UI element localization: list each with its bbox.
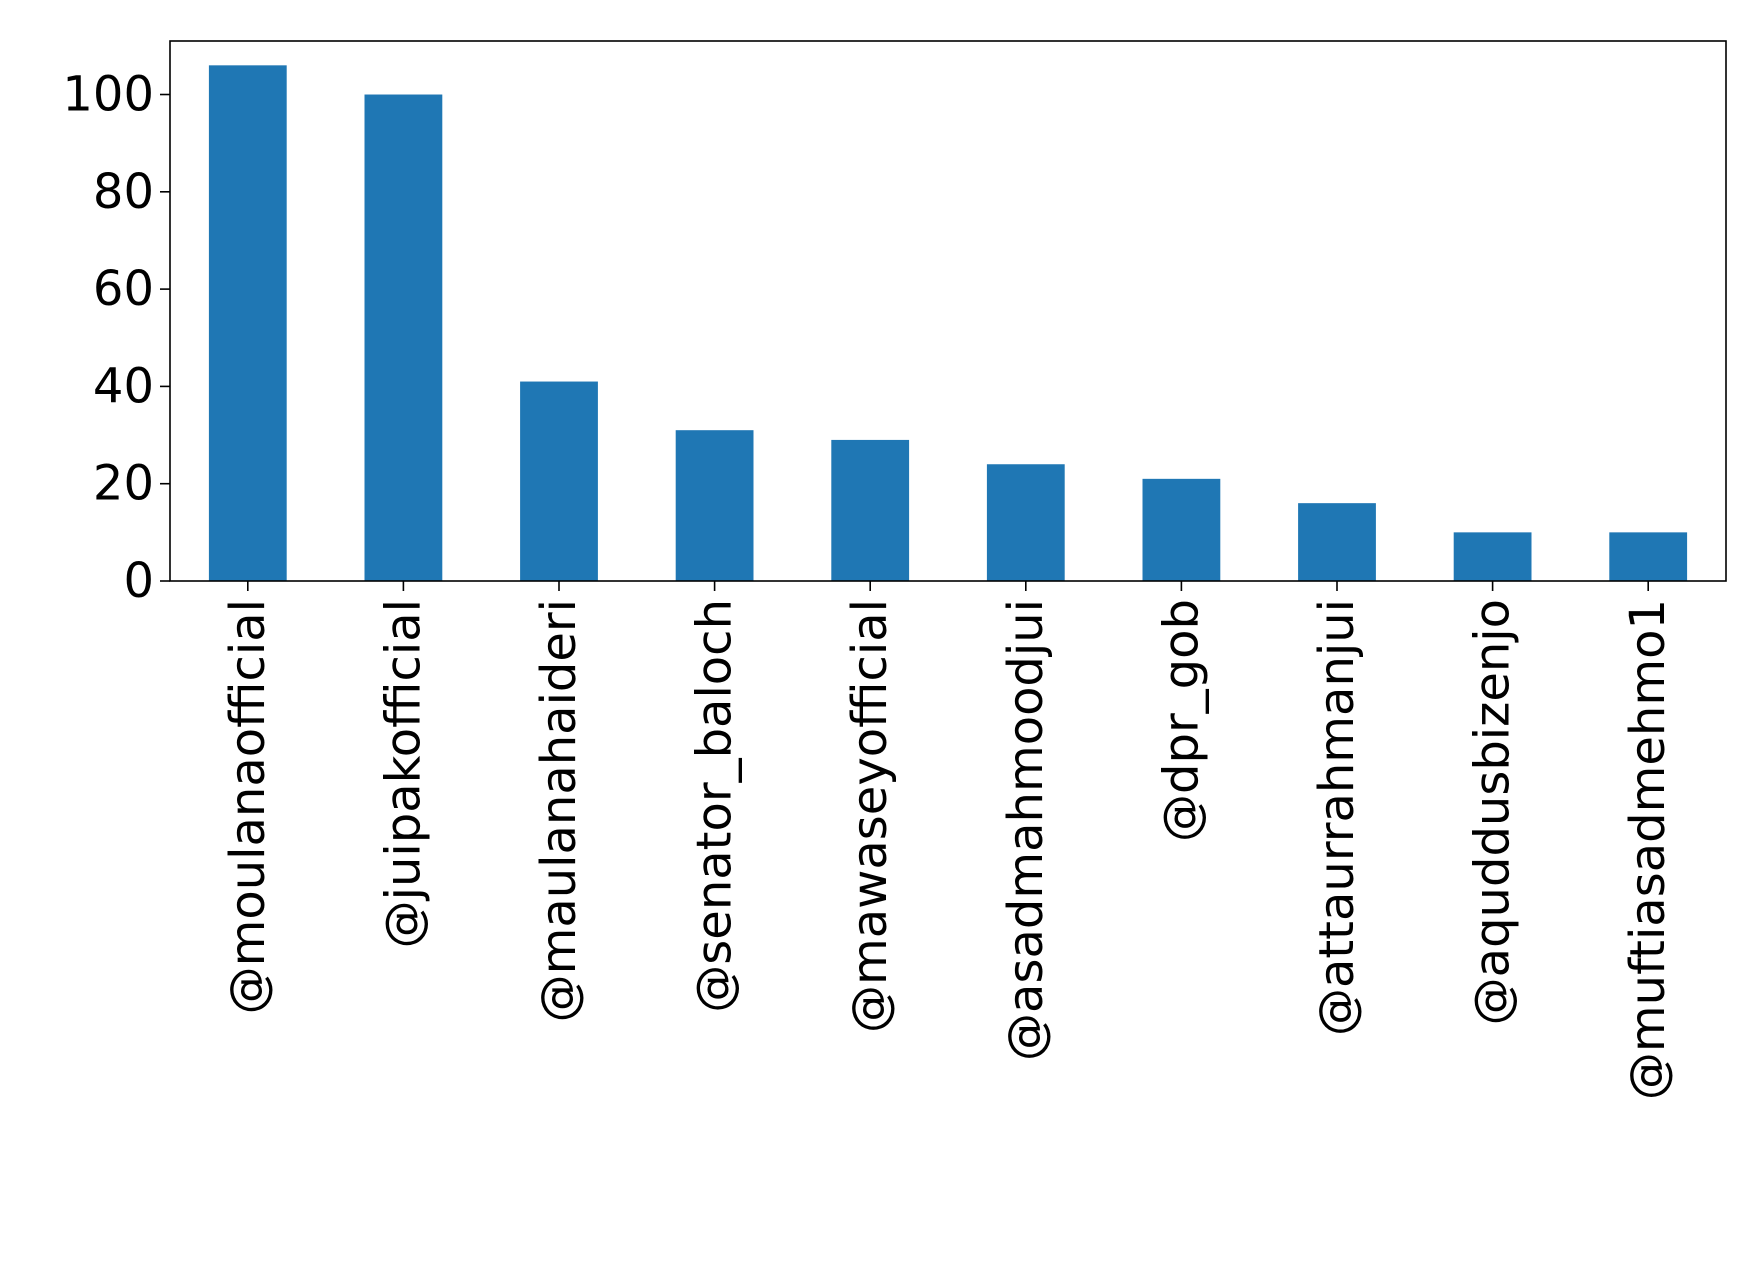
y-tick-label: 0 xyxy=(123,553,154,609)
bar xyxy=(364,94,443,581)
x-tick-label: @aquddusbizenjo xyxy=(1465,599,1521,1025)
x-tick-label: @maulanahaideri xyxy=(531,599,587,1022)
x-tick-label: @attaurrahmanjui xyxy=(1309,599,1365,1036)
y-tick-label: 20 xyxy=(93,456,154,512)
plot-frame xyxy=(169,40,1727,582)
bar xyxy=(1298,503,1376,581)
x-axis: @moulanaofficial @juipakofficial @maulanah… xyxy=(220,581,1676,1100)
bar xyxy=(1142,478,1221,581)
bar xyxy=(1609,532,1688,581)
x-tick-label: @juipakofficial xyxy=(375,599,431,948)
y-tick-label: 80 xyxy=(93,164,154,220)
x-tick-label: @dpr_gob xyxy=(1153,599,1209,842)
bar xyxy=(1453,532,1532,581)
bar xyxy=(831,439,910,581)
x-tick-label: @senator_baloch xyxy=(687,599,743,1013)
x-tick-label: @muftiasadmehmo1 xyxy=(1620,599,1676,1100)
y-axis: 0 20 40 60 80 100 xyxy=(62,67,170,609)
y-tick-label: 40 xyxy=(93,358,154,414)
x-tick-label: @asadmahmoodjui xyxy=(998,599,1054,1061)
bar xyxy=(986,464,1065,581)
bar xyxy=(675,430,754,581)
y-tick-label: 60 xyxy=(93,261,154,317)
y-tick-label: 100 xyxy=(62,67,154,123)
bar xyxy=(520,381,598,581)
bars-group xyxy=(208,65,1688,581)
bar xyxy=(208,65,287,581)
x-tick-label: @mawaseyofficial xyxy=(842,599,898,1033)
x-tick-label: @moulanaofficial xyxy=(220,599,276,1014)
